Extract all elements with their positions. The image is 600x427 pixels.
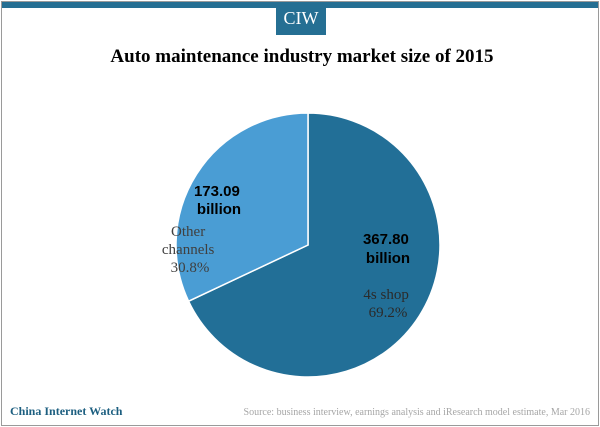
brand-logo: CIW	[276, 2, 326, 35]
pie-slice-other-channels	[175, 112, 309, 303]
slice-category-label-other-1: Other	[171, 224, 205, 240]
svg-text:Other channels 30.: Other channels 30.8%	[162, 224, 218, 276]
chart-title: Auto maintenance industry market size of…	[110, 46, 494, 67]
slice-value-label-other-2: billion	[197, 201, 241, 218]
svg-text:173.09 billion: 173.09 billion	[194, 183, 244, 218]
slice-percent-label-main: 69.2%	[369, 305, 408, 321]
svg-text:4s shop 69.2%: 4s shop 69.2%	[363, 287, 412, 321]
slice-value-label-main-2: billion	[366, 250, 410, 267]
pie-slice-4s-shop	[187, 112, 441, 378]
slice-value-label-main-1: 367.80	[363, 231, 409, 248]
slice-value-label-other-1: 173.09	[194, 183, 240, 200]
footer-brand: China Internet Watch	[10, 404, 123, 418]
svg-text:367.80 billion: 367.80 billion	[363, 231, 413, 267]
source-note: Source: business interview, earnings ana…	[243, 407, 590, 418]
slice-percent-label-other: 30.8%	[171, 260, 210, 276]
slice-category-label-main: 4s shop	[363, 287, 408, 303]
slice-category-label-other-2: channels	[162, 242, 215, 258]
